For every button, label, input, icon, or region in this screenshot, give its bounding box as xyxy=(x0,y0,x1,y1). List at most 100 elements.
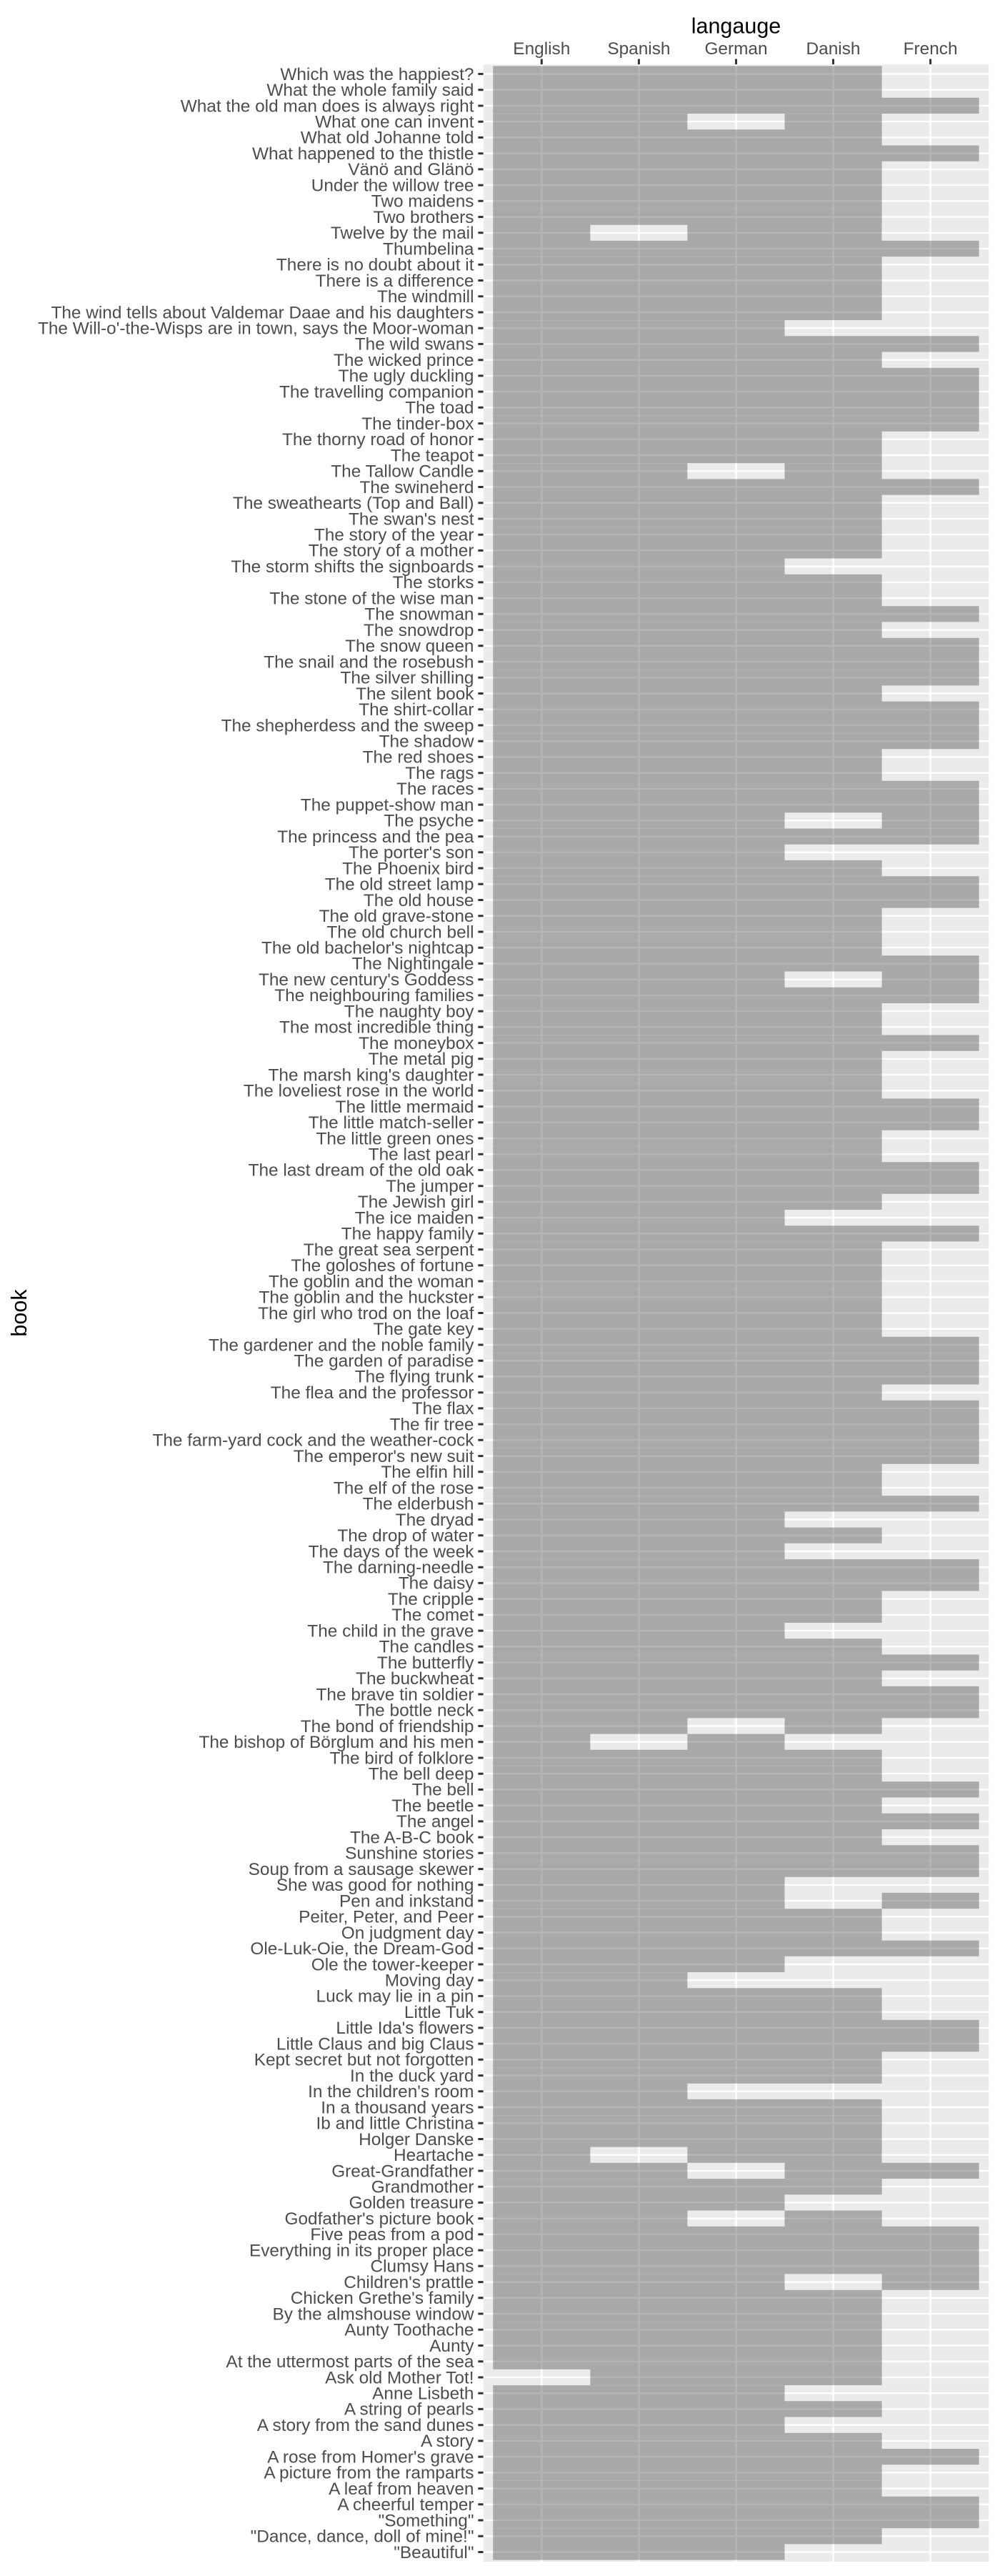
svg-text:The naughty boy: The naughty boy xyxy=(344,1002,475,1021)
svg-text:The elfin hill: The elfin hill xyxy=(381,1463,474,1482)
svg-text:By the almshouse window: By the almshouse window xyxy=(273,2304,474,2324)
svg-text:Kept secret but not forgotten: Kept secret but not forgotten xyxy=(254,2051,474,2070)
svg-text:The angel: The angel xyxy=(396,1812,474,1831)
svg-text:The daisy: The daisy xyxy=(399,1574,475,1593)
svg-text:On judgment day: On judgment day xyxy=(341,1924,475,1943)
svg-text:The fir tree: The fir tree xyxy=(390,1415,474,1434)
svg-text:The red shoes: The red shoes xyxy=(363,748,474,767)
svg-text:In the children's room: In the children's room xyxy=(308,2082,474,2102)
svg-text:The beetle: The beetle xyxy=(391,1796,474,1816)
svg-text:The snail and the rosebush: The snail and the rosebush xyxy=(264,652,474,672)
svg-text:The toad: The toad xyxy=(405,399,474,418)
svg-text:Little Ida's flowers: Little Ida's flowers xyxy=(336,2019,474,2038)
svg-text:The farm-yard cock and the wea: The farm-yard cock and the weather-cock xyxy=(152,1431,474,1451)
svg-text:The comet: The comet xyxy=(391,1606,474,1625)
svg-text:Five peas from a pod: Five peas from a pod xyxy=(310,2225,474,2244)
svg-text:The princess and the pea: The princess and the pea xyxy=(277,827,474,847)
svg-text:Golden treasure: Golden treasure xyxy=(349,2194,474,2213)
svg-text:The old street lamp: The old street lamp xyxy=(325,875,474,895)
svg-text:"Beautiful": "Beautiful" xyxy=(394,2543,474,2562)
svg-text:The wild swans: The wild swans xyxy=(355,335,474,354)
svg-text:The girl who trod on the loaf: The girl who trod on the loaf xyxy=(258,1304,474,1323)
svg-text:A leaf from heaven: A leaf from heaven xyxy=(329,2480,474,2499)
svg-text:The bell: The bell xyxy=(412,1781,474,1800)
svg-text:Sunshine stories: Sunshine stories xyxy=(345,1844,474,1864)
svg-text:German: German xyxy=(704,39,767,59)
svg-text:The sweathearts (Top and Ball): The sweathearts (Top and Ball) xyxy=(233,494,474,513)
svg-text:The metal pig: The metal pig xyxy=(369,1050,474,1069)
svg-text:Little Tuk: Little Tuk xyxy=(404,2003,474,2022)
svg-text:Little Claus and big Claus: Little Claus and big Claus xyxy=(276,2034,474,2054)
svg-text:The child in the grave: The child in the grave xyxy=(307,1621,474,1641)
svg-text:The snowman: The snowman xyxy=(364,605,474,625)
svg-text:Under the willow tree: Under the willow tree xyxy=(311,176,474,195)
svg-text:The loveliest rose in the worl: The loveliest rose in the world xyxy=(244,1082,474,1101)
svg-text:The days of the week: The days of the week xyxy=(309,1542,475,1561)
svg-text:The neighbouring families: The neighbouring families xyxy=(274,986,474,1005)
svg-text:The porter's son: The porter's son xyxy=(349,843,474,862)
svg-text:The stone of the wise man: The stone of the wise man xyxy=(269,589,474,608)
svg-text:The little mermaid: The little mermaid xyxy=(336,1098,474,1117)
svg-text:Heartache: Heartache xyxy=(394,2146,474,2165)
svg-text:The marsh king's daughter: The marsh king's daughter xyxy=(268,1065,474,1085)
svg-text:The swineherd: The swineherd xyxy=(360,478,474,497)
svg-text:A rose from Homer's grave: A rose from Homer's grave xyxy=(267,2447,474,2467)
svg-text:The cripple: The cripple xyxy=(388,1590,474,1609)
svg-text:A story: A story xyxy=(421,2432,474,2451)
svg-text:In the duck yard: In the duck yard xyxy=(350,2067,474,2086)
svg-text:The happy family: The happy family xyxy=(341,1225,475,1244)
svg-text:The ugly duckling: The ugly duckling xyxy=(339,367,474,386)
svg-text:The windmill: The windmill xyxy=(377,287,474,307)
svg-text:Clumsy Hans: Clumsy Hans xyxy=(370,2257,474,2277)
svg-text:Which was the happiest?: Which was the happiest? xyxy=(280,65,474,84)
svg-text:The flea and the professor: The flea and the professor xyxy=(271,1383,474,1403)
svg-text:Vänö and Glänö: Vänö and Glänö xyxy=(348,160,474,179)
svg-text:The storm shifts the signboard: The storm shifts the signboards xyxy=(231,557,474,577)
svg-text:The Tallow Candle: The Tallow Candle xyxy=(331,462,474,482)
svg-text:The old house: The old house xyxy=(364,891,474,910)
svg-text:She was good for nothing: She was good for nothing xyxy=(276,1876,474,1895)
svg-text:The bottle neck: The bottle neck xyxy=(355,1701,475,1721)
svg-text:The storks: The storks xyxy=(393,573,474,592)
svg-text:langauge: langauge xyxy=(691,14,781,39)
svg-text:French: French xyxy=(904,39,958,59)
svg-text:The drop of water: The drop of water xyxy=(337,1526,474,1546)
svg-text:Anne Lisbeth: Anne Lisbeth xyxy=(372,2384,474,2404)
svg-text:The old church bell: The old church bell xyxy=(326,923,474,942)
svg-text:The brave tin soldier: The brave tin soldier xyxy=(316,1685,474,1704)
svg-text:The psyche: The psyche xyxy=(384,812,474,831)
svg-text:The buckwheat: The buckwheat xyxy=(356,1669,474,1689)
svg-text:The moneybox: The moneybox xyxy=(359,1034,474,1053)
svg-text:The little green ones: The little green ones xyxy=(316,1129,474,1148)
svg-text:What the old man does is alway: What the old man does is always right xyxy=(181,96,474,116)
svg-text:The snowdrop: The snowdrop xyxy=(364,621,474,640)
svg-text:The darning-needle: The darning-needle xyxy=(323,1558,474,1578)
svg-text:The elf of the rose: The elf of the rose xyxy=(334,1478,474,1498)
svg-text:The ice maiden: The ice maiden xyxy=(355,1208,474,1228)
svg-text:Thumbelina: Thumbelina xyxy=(383,239,474,259)
svg-text:The candles: The candles xyxy=(379,1638,474,1657)
svg-text:The gate key: The gate key xyxy=(373,1320,474,1339)
svg-text:The bell deep: The bell deep xyxy=(369,1765,474,1784)
svg-text:The silver shilling: The silver shilling xyxy=(340,669,474,688)
svg-text:Grandmother: Grandmother xyxy=(371,2178,474,2197)
svg-text:The races: The races xyxy=(396,780,474,799)
svg-text:Aunty: Aunty xyxy=(429,2337,474,2356)
svg-text:Holger Danske: Holger Danske xyxy=(359,2130,474,2149)
svg-text:The swan's nest: The swan's nest xyxy=(349,509,474,529)
svg-text:The shirt-collar: The shirt-collar xyxy=(359,700,474,720)
svg-text:Soup from a sausage skewer: Soup from a sausage skewer xyxy=(249,1860,474,1879)
svg-text:The butterfly: The butterfly xyxy=(377,1653,474,1673)
svg-text:Ole the tower-keeper: Ole the tower-keeper xyxy=(311,1955,474,1974)
svg-text:The old bachelor's nightcap: The old bachelor's nightcap xyxy=(261,939,474,958)
svg-text:English: English xyxy=(513,39,570,59)
svg-text:There is a difference: There is a difference xyxy=(316,272,474,291)
svg-text:The rags: The rags xyxy=(405,764,474,783)
svg-text:The gardener and the noble fam: The gardener and the noble family xyxy=(209,1336,474,1355)
svg-text:The bird of folklore: The bird of folklore xyxy=(330,1749,474,1768)
svg-text:The story of a mother: The story of a mother xyxy=(309,542,474,561)
svg-text:The bishop of Börglum and his: The bishop of Börglum and his men xyxy=(199,1733,474,1752)
svg-text:The thorny road of honor: The thorny road of honor xyxy=(282,430,474,449)
svg-text:The most incredible thing: The most incredible thing xyxy=(279,1018,474,1038)
svg-text:The Phoenix bird: The Phoenix bird xyxy=(342,859,474,878)
